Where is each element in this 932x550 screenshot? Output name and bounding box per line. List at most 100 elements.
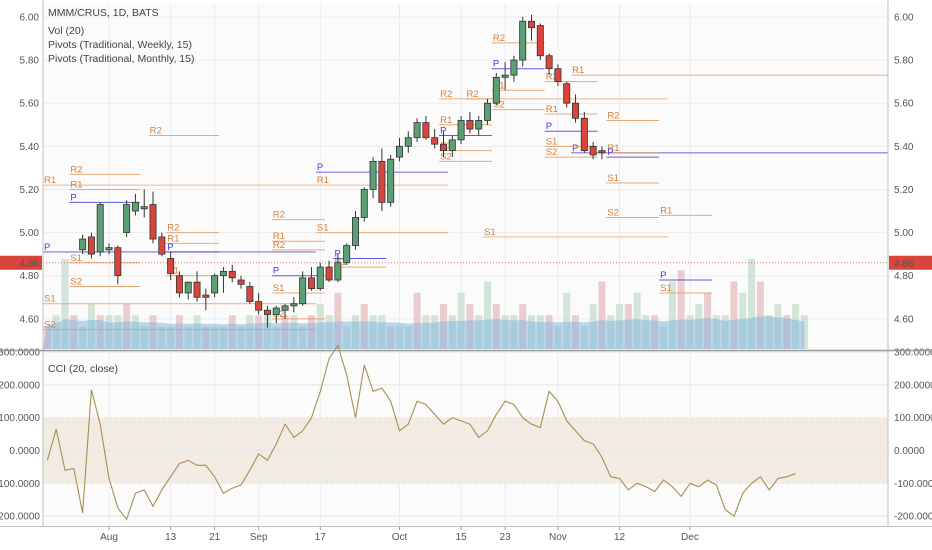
candle[interactable] <box>149 191 157 244</box>
candle[interactable] <box>484 98 491 125</box>
candle[interactable] <box>369 157 377 199</box>
candle[interactable] <box>572 94 580 123</box>
candle[interactable] <box>528 14 535 41</box>
candle[interactable] <box>466 111 474 134</box>
volume-bar[interactable] <box>334 292 342 349</box>
candle-series[interactable] <box>79 14 606 328</box>
candle[interactable] <box>219 267 227 293</box>
pivot-label-r1: R1 <box>273 231 285 242</box>
candle[interactable] <box>167 251 175 280</box>
candle[interactable] <box>158 232 166 257</box>
pivot-lines[interactable]: R1PS1S2R1PS1R2R1PS1R2R2R1PR2R1PS1S1S2R1R… <box>43 33 888 331</box>
candle[interactable] <box>211 273 219 298</box>
volume-bar[interactable] <box>598 281 606 350</box>
candle-body <box>96 204 104 253</box>
volume-bar[interactable] <box>730 281 738 350</box>
candle-body <box>369 161 377 190</box>
candle[interactable] <box>598 146 606 160</box>
candle[interactable] <box>554 64 562 86</box>
candle[interactable] <box>431 129 439 149</box>
candle[interactable] <box>299 271 307 306</box>
candle[interactable] <box>519 16 527 67</box>
price-axis-right[interactable]: 6.00 5.80 5.60 5.40 5.20 5.00 4.80 4.60 <box>894 12 914 325</box>
candle[interactable] <box>123 200 131 237</box>
candle[interactable] <box>580 111 588 153</box>
cci-line[interactable] <box>46 344 796 521</box>
candle[interactable] <box>175 271 183 298</box>
candle[interactable] <box>79 234 87 255</box>
candle[interactable] <box>404 131 412 153</box>
candle[interactable] <box>501 62 509 91</box>
time-axis[interactable]: Aug 13 21 Sep 17 Oct 15 23 Nov 12 Dec <box>100 526 699 543</box>
candle-body <box>316 266 324 290</box>
candle[interactable] <box>114 245 122 285</box>
candle-body <box>580 117 588 152</box>
volume-bar[interactable] <box>748 259 756 349</box>
candle[interactable] <box>237 275 245 289</box>
pivot-label-r1: R1 <box>70 179 82 190</box>
candle[interactable] <box>448 135 456 158</box>
pivot-label-r2: R2 <box>273 240 285 251</box>
cci-title[interactable]: CCI (20, close) <box>48 363 118 375</box>
price-tick-label: 5.20 <box>894 185 914 196</box>
candle[interactable] <box>422 116 430 140</box>
price-tick-label: 5.20 <box>20 185 40 196</box>
candle[interactable] <box>105 243 113 255</box>
volume-bar[interactable] <box>668 281 676 350</box>
candle[interactable] <box>281 303 289 319</box>
candle[interactable] <box>396 137 403 162</box>
candle[interactable] <box>378 148 386 211</box>
cci-tick-label: 300.0000 <box>894 348 932 359</box>
candle[interactable] <box>316 262 324 291</box>
volume-bar[interactable] <box>483 281 492 350</box>
volume-ma-area[interactable] <box>43 316 805 349</box>
indicator-label-weekly-pivots[interactable]: Pivots (Traditional, Weekly, 15) <box>48 39 192 51</box>
candle[interactable] <box>325 260 333 283</box>
candle-body <box>158 236 166 255</box>
candle-body <box>299 277 307 305</box>
candle[interactable] <box>193 271 201 302</box>
candle[interactable] <box>202 288 210 311</box>
candle[interactable] <box>589 142 597 160</box>
candle[interactable] <box>263 305 271 328</box>
volume-bar[interactable] <box>413 292 421 349</box>
candle[interactable] <box>290 297 298 313</box>
candle[interactable] <box>351 211 359 250</box>
candle[interactable] <box>272 305 280 324</box>
candle-body <box>466 120 474 130</box>
candle[interactable] <box>343 243 351 265</box>
candle[interactable] <box>334 254 342 283</box>
indicator-label-volume[interactable]: Vol (20) <box>48 25 84 37</box>
candle[interactable] <box>184 281 192 300</box>
cci-tick-label: -100.0000 <box>894 479 932 490</box>
candle[interactable] <box>255 292 263 315</box>
pivot-label-s1: S1 <box>317 223 329 234</box>
volume-bar[interactable] <box>563 292 571 349</box>
candle[interactable] <box>87 232 95 259</box>
symbol-title[interactable]: MMM/CRUS, 1D, BATS <box>48 7 159 19</box>
candle[interactable] <box>307 267 315 291</box>
candle[interactable] <box>413 118 421 142</box>
indicator-label-monthly-pivots[interactable]: Pivots (Traditional, Monthly, 15) <box>48 53 194 65</box>
candle[interactable] <box>545 53 553 76</box>
pivot-label-p: P <box>317 162 323 173</box>
candle[interactable] <box>387 154 395 207</box>
candle[interactable] <box>457 116 465 145</box>
candle[interactable] <box>131 193 139 216</box>
candle[interactable] <box>536 23 544 61</box>
candle[interactable] <box>475 116 483 136</box>
candle[interactable] <box>360 187 368 222</box>
volume-bar[interactable] <box>457 292 465 349</box>
volume-bar[interactable] <box>677 270 685 349</box>
candle-body <box>378 161 386 203</box>
candle[interactable] <box>563 81 571 108</box>
candle[interactable] <box>510 55 518 82</box>
cci-axis-right[interactable]: 300.0000 200.0000 100.0000 0.0000 -100.0000 -… <box>894 348 932 523</box>
volume-bar[interactable] <box>756 281 764 350</box>
candle[interactable] <box>440 131 447 158</box>
candle[interactable] <box>140 189 148 218</box>
candle[interactable] <box>96 202 104 257</box>
candle[interactable] <box>228 264 236 283</box>
candle[interactable] <box>246 282 254 304</box>
candle[interactable] <box>492 73 500 106</box>
